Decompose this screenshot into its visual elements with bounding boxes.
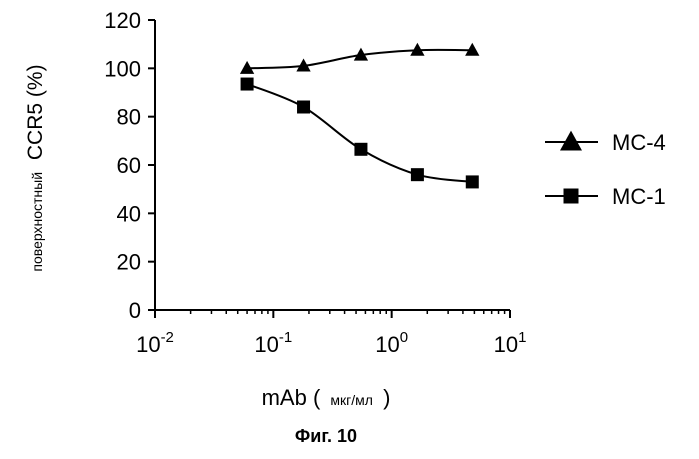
data-point-square [410,168,424,182]
series-square [240,77,479,189]
x-tick-label-base: 10 [136,332,160,357]
legend: MC-4 MC-1 [545,130,666,209]
x-tick-label-base: 10 [254,332,278,357]
legend-marker-triangle [560,130,582,151]
data-point-triangle [296,58,311,72]
y-tick-label: 120 [104,8,141,33]
x-axis-label-unit: мкг/мл [330,392,373,408]
data-point-square [354,142,368,156]
data-point-triangle [465,42,480,56]
figure-caption: Фиг. 10 [295,426,357,446]
data-point-square [297,100,311,114]
legend-item: MC-4 [545,130,666,155]
axes [154,20,510,311]
y-tick-label: 60 [117,153,141,178]
x-tick-label-base: 10 [375,332,399,357]
x-tick-label-base: 10 [494,332,518,357]
y-tick-label: 0 [129,298,141,323]
data-point-triangle [410,42,425,56]
data-point-triangle [239,60,255,74]
x-tick-label: 10-2 [136,329,174,357]
x-axis-label-close: ) [383,385,390,410]
x-axis-label: mAb ( мкг/мл ) [262,385,391,410]
legend-label: MC-4 [612,130,666,155]
legend-label: MC-1 [612,184,666,209]
legend-marker-square [563,188,579,204]
data-point-triangle [353,47,369,61]
x-axis-ticks: 10-2 10-1 100 101 [136,310,526,357]
series-triangle [239,42,480,74]
x-tick-label: 101 [494,329,527,357]
y-tick-label: 100 [104,56,141,81]
legend-item: MC-1 [545,184,666,209]
series-line [246,83,473,183]
data-point-square [240,77,254,91]
y-axis-label-main: CCR5 (%) [24,64,47,160]
y-axis-ticks: 0 20 40 60 80 100 120 [104,8,155,323]
y-tick-label: 80 [117,105,141,130]
x-tick-label: 10-1 [254,329,292,357]
y-tick-label: 20 [117,250,141,275]
y-axis-label: поверхностный CCR5 (%) [24,64,47,271]
data-point-square [465,175,479,189]
x-tick-label-exponent: 1 [518,329,526,346]
x-axis-label-main: mAb ( [262,385,321,410]
x-tick-label-exponent: -1 [279,329,292,346]
series-layer [239,42,480,189]
y-tick-label: 40 [117,201,141,226]
x-tick-label: 100 [375,329,408,357]
x-tick-label-exponent: 0 [400,329,408,346]
y-axis-label-prefix: поверхностный [29,172,45,272]
x-tick-label-exponent: -2 [161,329,174,346]
